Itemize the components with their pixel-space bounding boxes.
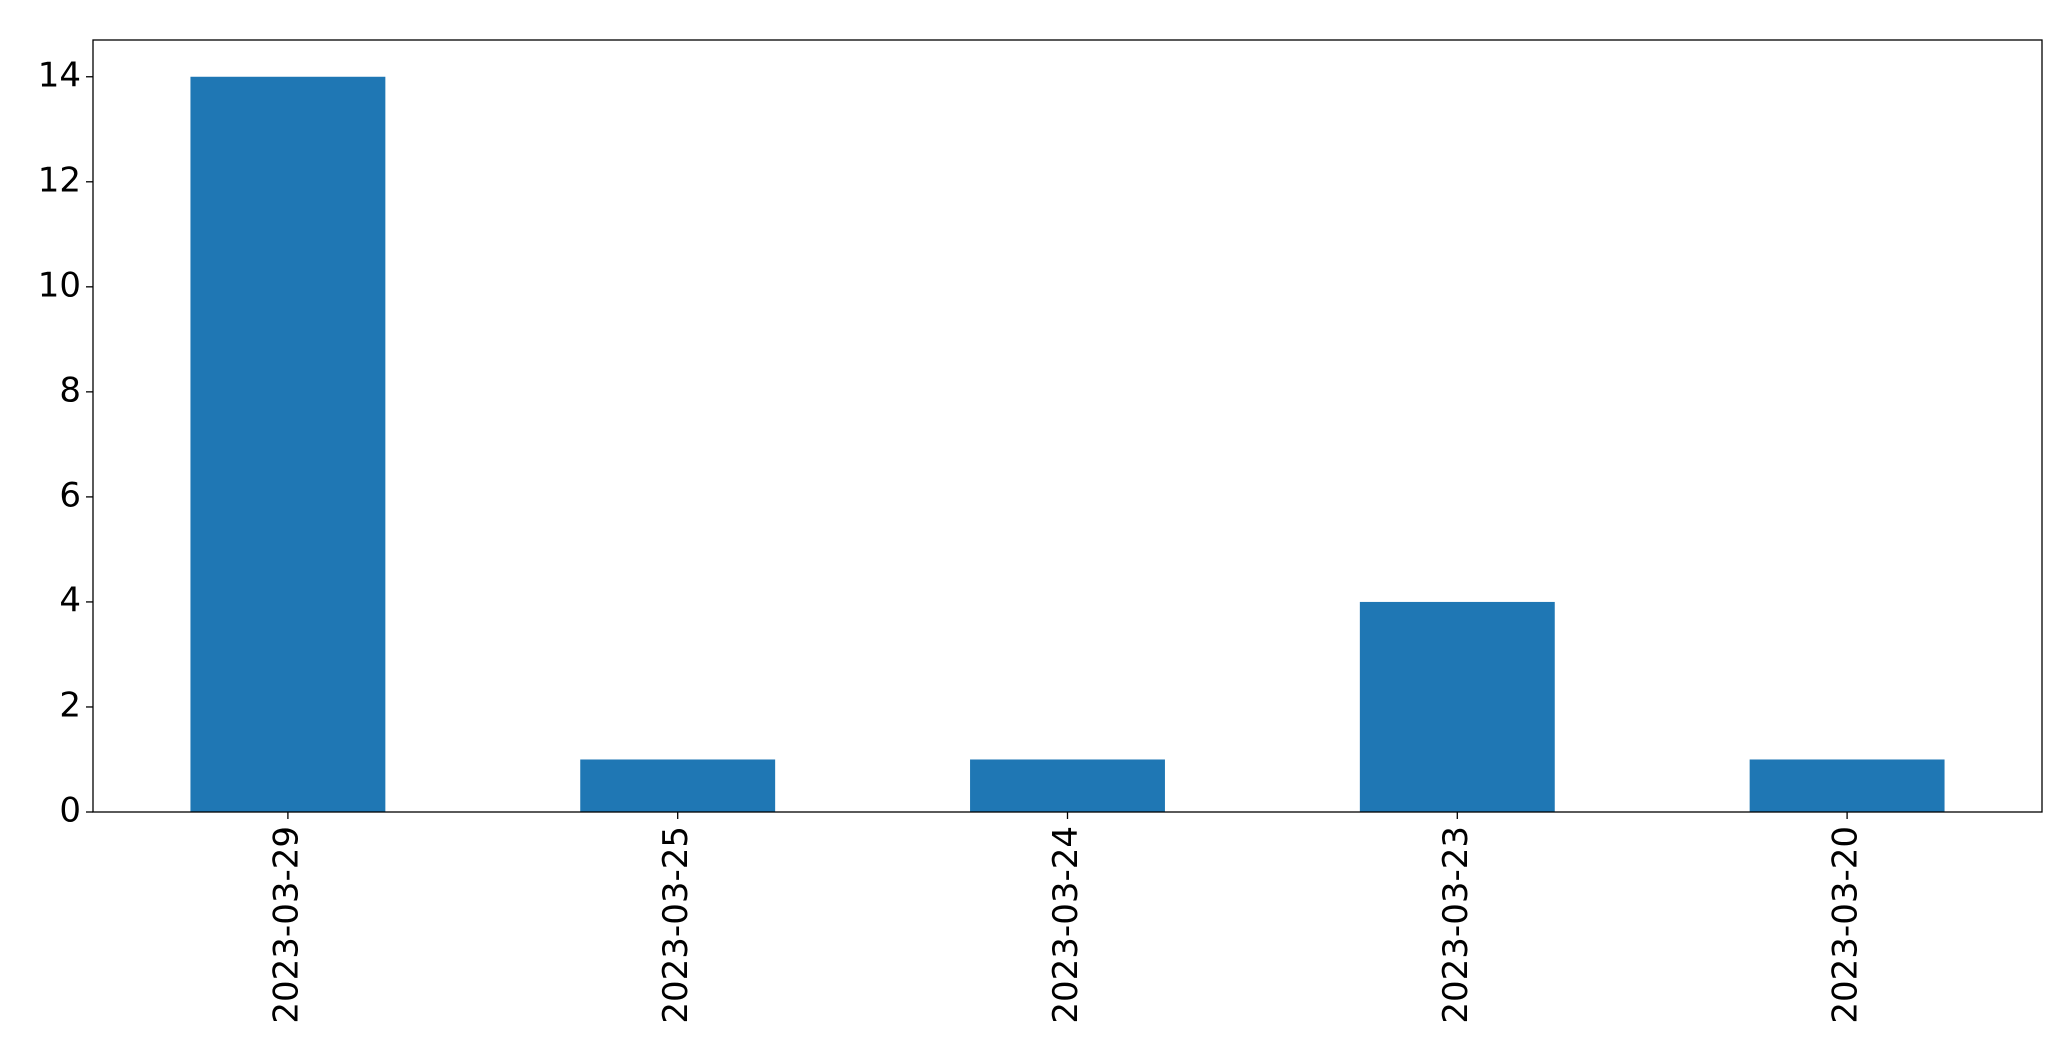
bar	[1359, 601, 1555, 812]
bar	[1749, 759, 1945, 812]
plot-frame	[92, 39, 2043, 813]
x-tick-label: 2023-03-25	[656, 826, 696, 1024]
y-tick-label: 12	[38, 160, 81, 200]
y-tick-label: 2	[59, 685, 81, 725]
bar	[190, 76, 386, 812]
y-tick-label: 0	[59, 791, 81, 831]
x-tick-label: 2023-03-29	[266, 826, 306, 1024]
x-tick-label: 2023-03-24	[1046, 826, 1086, 1024]
y-tick-label: 6	[59, 475, 81, 515]
x-tick-label: 2023-03-20	[1826, 826, 1866, 1024]
y-tick-label: 8	[59, 370, 81, 410]
x-tick-label: 2023-03-23	[1436, 826, 1476, 1024]
y-tick-label: 4	[59, 580, 81, 620]
bar	[970, 759, 1165, 812]
y-tick-label: 10	[38, 265, 81, 305]
y-tick-label: 14	[38, 55, 81, 95]
bar	[580, 759, 776, 812]
